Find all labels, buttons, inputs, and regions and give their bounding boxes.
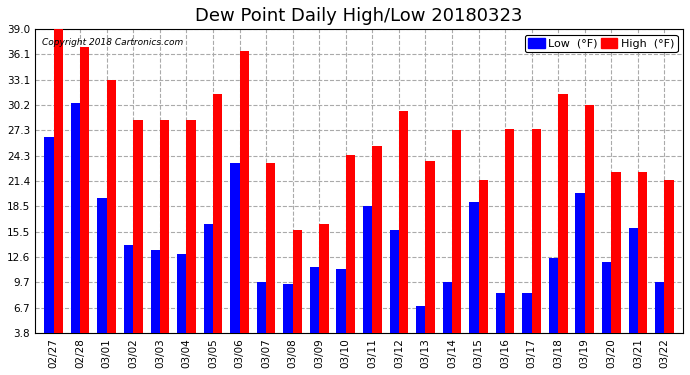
Bar (443, 282, 452, 366)
Bar (319, 224, 328, 366)
Bar (337, 269, 346, 366)
Bar (522, 293, 532, 366)
Bar (656, 282, 664, 366)
Bar (107, 80, 116, 366)
Bar (479, 180, 488, 366)
Bar (266, 163, 275, 366)
Bar (293, 230, 302, 366)
Bar (558, 94, 568, 366)
Bar (230, 163, 239, 366)
Legend: Low  (°F), High  (°F): Low (°F), High (°F) (524, 35, 678, 52)
Bar (416, 306, 426, 366)
Bar (452, 130, 462, 366)
Bar (585, 105, 594, 366)
Bar (363, 206, 373, 366)
Title: Dew Point Daily High/Low 20180323: Dew Point Daily High/Low 20180323 (195, 7, 523, 25)
Bar (133, 120, 143, 366)
Bar (505, 129, 515, 366)
Bar (629, 228, 638, 366)
Bar (638, 172, 647, 366)
Bar (469, 202, 479, 366)
Bar (373, 146, 382, 366)
Bar (390, 230, 399, 366)
Bar (150, 249, 160, 366)
Bar (310, 267, 319, 366)
Bar (177, 254, 186, 366)
Bar (549, 258, 558, 366)
Text: Copyright 2018 Cartronics.com: Copyright 2018 Cartronics.com (41, 38, 183, 47)
Bar (54, 29, 63, 366)
Bar (213, 94, 222, 366)
Bar (44, 137, 54, 366)
Bar (124, 245, 133, 366)
Bar (204, 224, 213, 366)
Bar (575, 194, 585, 366)
Bar (496, 293, 505, 366)
Bar (80, 46, 90, 366)
Bar (426, 160, 435, 366)
Bar (611, 172, 620, 366)
Bar (532, 129, 541, 366)
Bar (346, 154, 355, 366)
Bar (602, 262, 611, 366)
Bar (257, 282, 266, 366)
Bar (186, 120, 196, 366)
Bar (71, 103, 80, 366)
Bar (664, 180, 673, 366)
Bar (399, 111, 408, 366)
Bar (239, 51, 249, 366)
Bar (160, 120, 169, 366)
Bar (284, 284, 293, 366)
Bar (97, 198, 107, 366)
